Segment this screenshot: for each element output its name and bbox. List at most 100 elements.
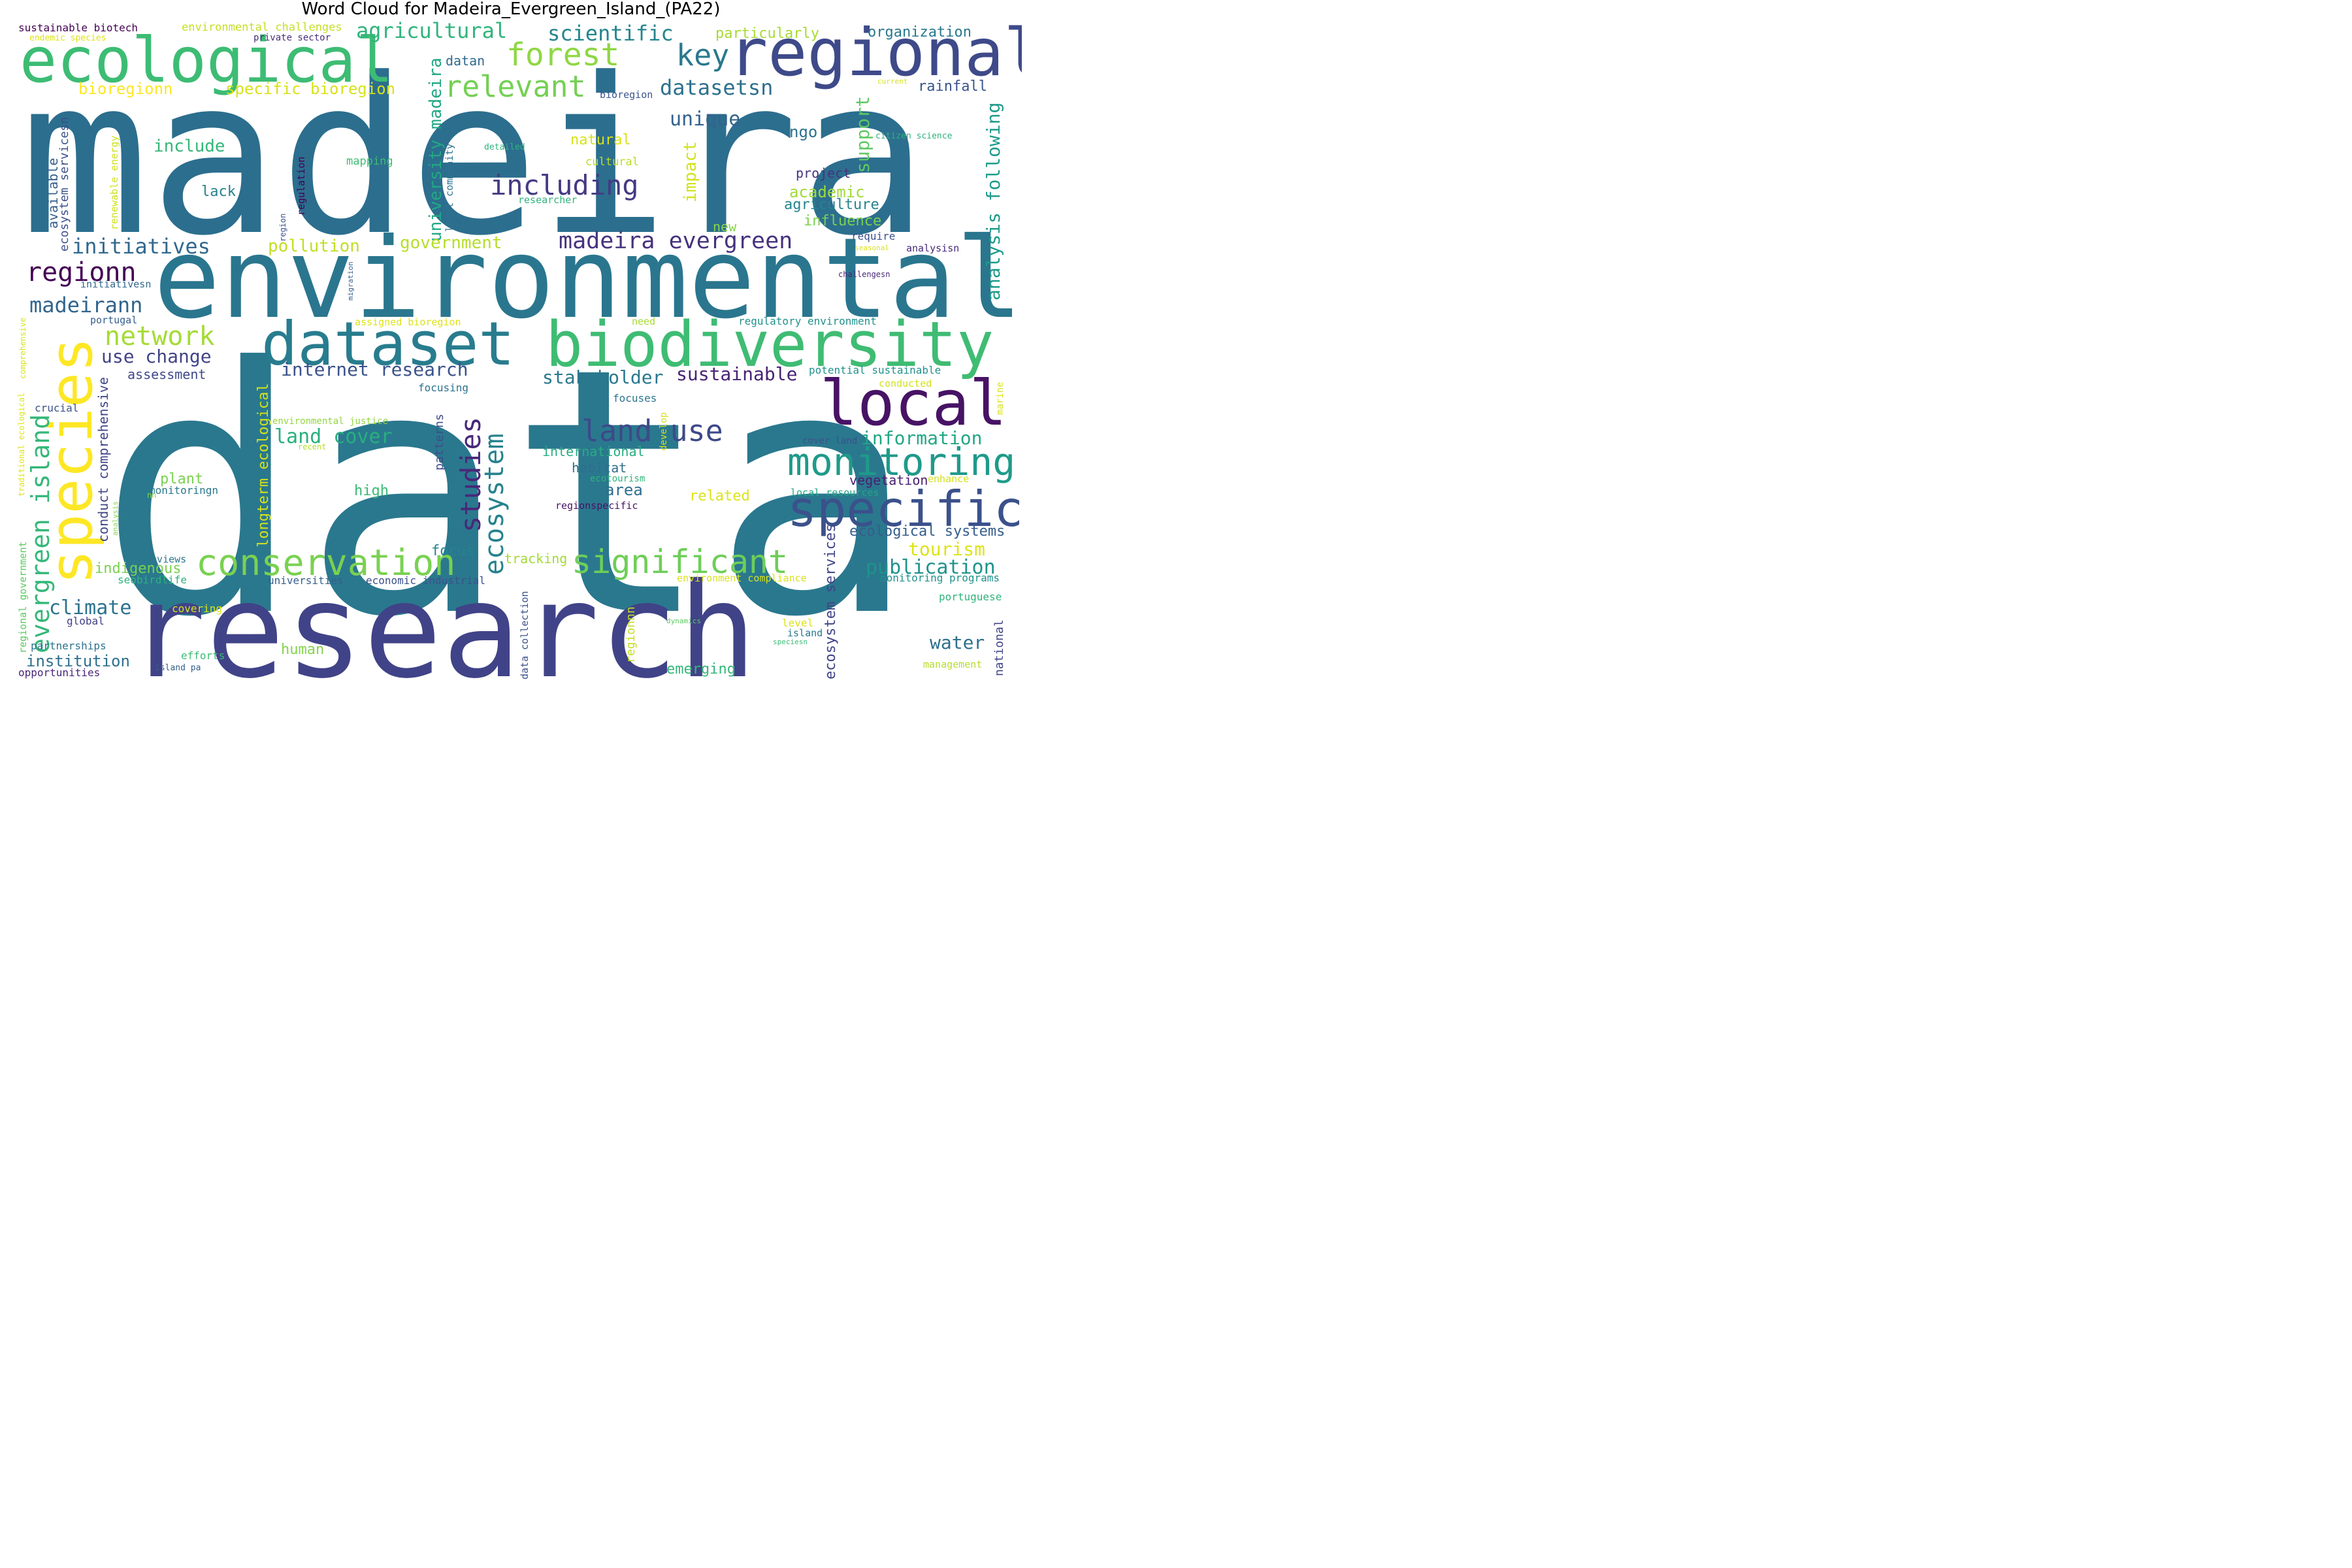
- word-level: level: [782, 617, 813, 629]
- word-opportunities: opportunities: [18, 666, 100, 679]
- word-global: global: [67, 615, 105, 627]
- word-efforts: efforts: [181, 649, 225, 662]
- word-human: human: [281, 642, 324, 658]
- word-island: island: [787, 627, 823, 639]
- word-regionn: regionn: [26, 257, 137, 287]
- word-develop: develop: [659, 412, 669, 451]
- word-research: research: [127, 555, 757, 693]
- word-regulation: regulation: [295, 157, 307, 216]
- word-ecosystem-servicesn: ecosystem servicesn: [57, 117, 71, 252]
- word-madeira-evergreen: madeira evergreen: [559, 228, 792, 254]
- word-environmental-challenges: environmental challenges: [182, 21, 342, 34]
- word-indigenous: indigenous: [95, 561, 181, 577]
- word-academic: academic: [789, 183, 865, 201]
- word-portuguese: portuguese: [939, 591, 1002, 603]
- word-ecosystem-services: ecosystem services: [823, 524, 839, 679]
- word-renewable-energy: renewable energy: [108, 136, 120, 231]
- word-available: available: [45, 158, 61, 229]
- word-monitoringn: monitoringn: [149, 484, 218, 497]
- word-impact: impact: [681, 141, 700, 203]
- word-project: project: [796, 165, 851, 181]
- word-significant: significant: [572, 543, 788, 581]
- word-mapping: mapping: [346, 155, 393, 168]
- word-initiativesn: initiativesn: [80, 278, 151, 290]
- word-area: area: [605, 481, 643, 499]
- word-island-pa: island pa: [155, 663, 201, 673]
- word-partnerships: partnerships: [31, 640, 106, 652]
- word-influence: influence: [804, 213, 881, 229]
- word-relevant: relevant: [444, 69, 586, 104]
- word-need: need: [632, 316, 655, 327]
- word-economic-industrial: economic industrial: [366, 574, 485, 587]
- word-regionnn: regionnn: [624, 606, 638, 663]
- word-cover-land: cover land: [802, 436, 857, 446]
- word-institution: institution: [26, 652, 130, 670]
- word-focuses: focuses: [613, 392, 657, 404]
- word-ecological: ecological: [20, 25, 393, 97]
- word-enhance: enhance: [928, 473, 969, 485]
- word-patterns: patterns: [433, 414, 446, 470]
- word-ecosystem: ecosystem: [480, 433, 510, 575]
- word-conservation: conservation: [196, 542, 455, 583]
- word-crucial: crucial: [35, 402, 78, 414]
- word-portugal: portugal: [90, 314, 137, 326]
- word-ecological-systems: ecological systems: [849, 523, 1005, 540]
- word-data-collection: data collection: [519, 591, 531, 679]
- word-organization: organization: [868, 24, 972, 41]
- word-local-community: local community: [444, 144, 455, 232]
- word-specific: specific: [787, 480, 1022, 538]
- word-datan: datan: [446, 53, 485, 69]
- word-focus: focus: [431, 543, 474, 559]
- word-network: network: [105, 321, 215, 351]
- word-local: local: [820, 368, 1007, 440]
- word-information: information: [861, 427, 982, 449]
- word-internet-research: internet research: [281, 359, 468, 380]
- word-endemic-species: endemic species: [29, 33, 106, 43]
- word-sustainable: sustainable: [676, 363, 797, 385]
- word-regulatory-environment: regulatory environment: [738, 315, 877, 327]
- word-particularly: particularly: [715, 25, 819, 42]
- word-bioregion: bioregion: [600, 89, 653, 101]
- word-require: require: [851, 230, 895, 242]
- word-unique: unique: [670, 108, 740, 131]
- word-lack: lack: [201, 184, 236, 200]
- word-detailed: detailed: [484, 142, 525, 152]
- word-environmental: environmental: [154, 214, 1022, 344]
- word-conducted: conducted: [879, 378, 932, 389]
- word-specific-bioregion: specific bioregion: [225, 80, 395, 98]
- word-assessment: assessment: [127, 367, 206, 382]
- word-including: including: [490, 169, 639, 201]
- word-ngo: ngo: [789, 123, 817, 141]
- word-forest: forest: [506, 37, 619, 73]
- word-evergreen-island: evergreen island: [26, 414, 55, 653]
- word-data: data: [98, 295, 916, 691]
- word-covering: covering: [172, 602, 222, 615]
- word-dynamics: dynamics: [666, 617, 701, 625]
- word-universities: universities: [268, 574, 344, 587]
- word-migration: migration: [346, 261, 355, 301]
- word-habitat: habitat: [572, 460, 627, 476]
- word-regional: regional: [728, 14, 1022, 91]
- word-tourism: tourism: [908, 538, 985, 560]
- word-high: high: [354, 483, 389, 499]
- word-tracking: tracking: [504, 551, 567, 566]
- word-recent: recent: [298, 442, 326, 451]
- word-use-change: use change: [101, 346, 212, 367]
- word-regionspecific: regionspecific: [555, 500, 638, 512]
- word-assigned-bioregion: assigned bioregion: [355, 316, 461, 328]
- word-government: government: [400, 233, 502, 253]
- word-emerging: emerging: [666, 661, 736, 678]
- word-species: species: [37, 337, 106, 585]
- word-include: include: [154, 137, 225, 156]
- word-monitoring: monitoring: [787, 440, 1015, 484]
- word-management: management: [923, 659, 982, 670]
- word-rainfall: rainfall: [918, 78, 987, 95]
- word-related: related: [689, 488, 750, 504]
- word-land-use: land use: [581, 414, 723, 448]
- word-initiatives: initiatives: [72, 234, 210, 259]
- word-current: current: [877, 77, 907, 86]
- word-climate: climate: [49, 596, 131, 619]
- word-new: new: [713, 219, 737, 235]
- word-natural: natural: [570, 132, 631, 148]
- word-region: region: [278, 214, 287, 242]
